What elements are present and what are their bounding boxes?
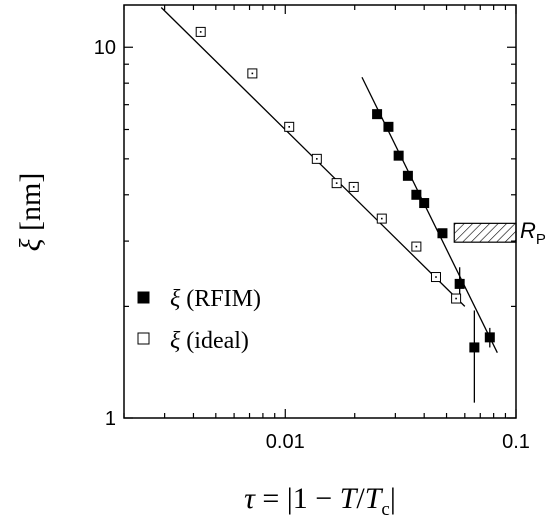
- rp-band-rect: [453, 222, 517, 243]
- marker-ideal-dot: [251, 72, 254, 75]
- legend: ξ (RFIM) ξ (ideal): [137, 286, 261, 354]
- rp-band: [453, 222, 517, 243]
- marker-rfim: [437, 228, 448, 239]
- marker-ideal-dot: [335, 182, 338, 184]
- x-tick-label: 0.01: [266, 431, 305, 453]
- marker-rfim: [469, 342, 480, 353]
- marker-ideal-dot: [380, 217, 383, 220]
- x-tick-label: 0.1: [502, 431, 530, 453]
- marker-rfim: [484, 332, 495, 343]
- marker-rfim: [393, 150, 404, 161]
- marker-ideal-dot: [199, 31, 202, 33]
- x-axis-label: τ = |1 − T/Tc|: [244, 482, 396, 520]
- rp-label: RP: [520, 218, 546, 248]
- y-tick-label: 10: [94, 37, 116, 59]
- y-tick-label: 1: [105, 408, 116, 430]
- legend-marker-rfim: [137, 291, 150, 304]
- marker-rfim: [402, 170, 413, 181]
- axis-ticks: [123, 5, 517, 419]
- y-axis-label: ξ [nm]: [14, 173, 47, 252]
- legend-label-rfim: ξ (RFIM): [170, 286, 261, 312]
- marker-rfim: [383, 121, 394, 132]
- plot-frame: [123, 4, 517, 419]
- marker-ideal-dot: [435, 276, 437, 278]
- marker-ideal-dot: [352, 186, 355, 188]
- data-markers: [195, 26, 495, 353]
- marker-ideal-dot: [288, 126, 291, 128]
- legend-marker-ideal: [137, 332, 150, 345]
- legend-label-ideal: ξ (ideal): [170, 328, 249, 354]
- marker-rfim: [372, 109, 383, 120]
- marker-rfim: [419, 198, 430, 209]
- marker-ideal-dot: [415, 245, 418, 248]
- marker-ideal-dot: [455, 297, 457, 300]
- axis-tick-labels: 0.01 0.1 1 10: [94, 37, 530, 453]
- marker-rfim: [454, 278, 465, 289]
- marker-ideal-dot: [316, 158, 318, 160]
- marker-rfim: [411, 189, 422, 200]
